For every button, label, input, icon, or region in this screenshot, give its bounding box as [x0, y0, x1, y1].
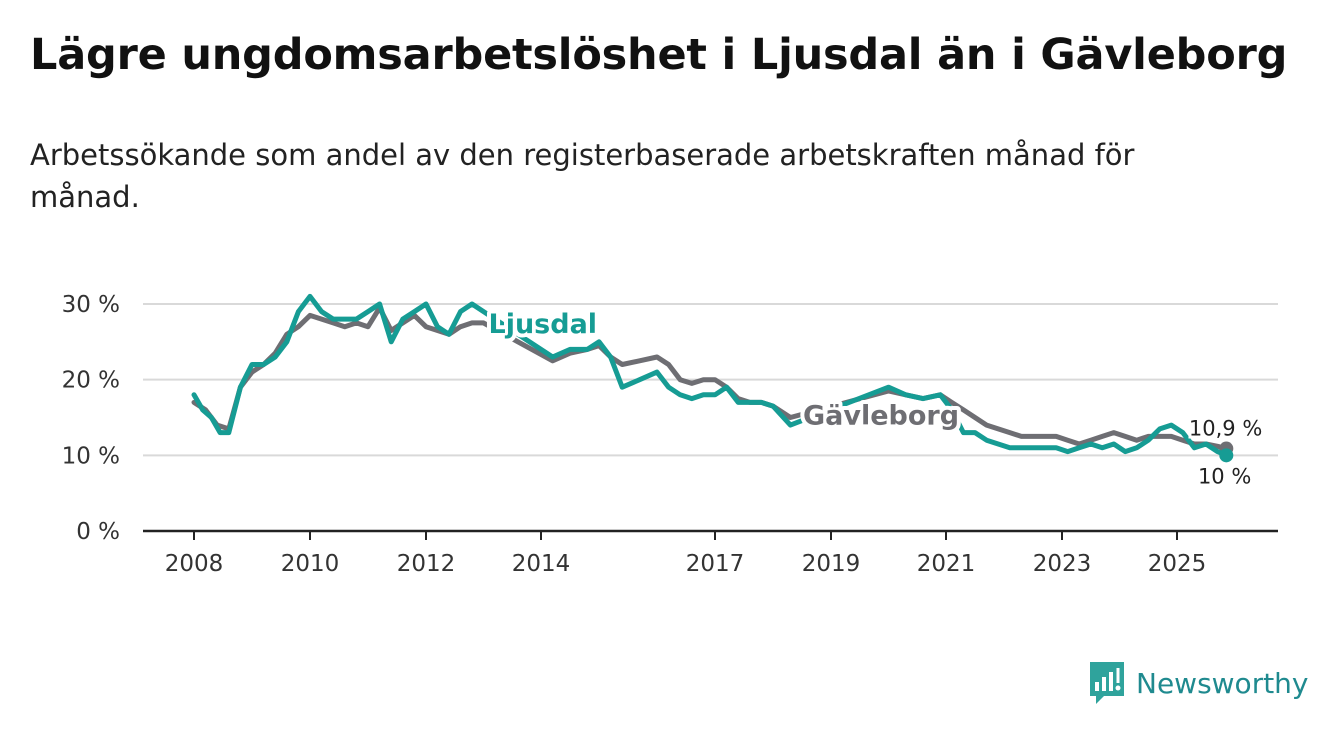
- end-label-gavleborg: 10,9 %: [1189, 417, 1262, 441]
- series-layer: [191, 293, 1234, 463]
- chart-subtitle: Arbetssökande som andel av den registerb…: [30, 138, 1135, 214]
- newsworthy-logo-icon: [1090, 662, 1124, 704]
- label-layer: Ljusdal Gävleborg 10,9 % 10 %: [485, 305, 1266, 492]
- x-tick-label: 2021: [917, 551, 976, 577]
- newsworthy-logo: Newsworthy: [1088, 660, 1309, 706]
- series-line-gavleborg: [191, 305, 1229, 451]
- x-tick-label: 2012: [397, 551, 456, 577]
- axis-layer: 0 % 10 % 20 % 30 % 2008 2010 2012 2014 2017 2019 2…: [62, 292, 1278, 577]
- y-tick-label: 10 %: [62, 443, 120, 469]
- end-point-ljusdal: [1219, 448, 1234, 463]
- x-tick-label: 2010: [281, 551, 340, 577]
- x-tick-label: 2019: [802, 551, 861, 577]
- x-tick-label: 2025: [1148, 551, 1207, 577]
- series-label-ljusdal: Ljusdal: [489, 309, 598, 340]
- x-tick-label: 2014: [512, 551, 571, 577]
- y-tick-label: 20 %: [62, 368, 120, 394]
- y-tick-label: 30 %: [62, 292, 120, 318]
- x-tick-label: 2023: [1033, 551, 1092, 577]
- x-tick-label: 2017: [686, 551, 745, 577]
- end-label-ljusdal: 10 %: [1198, 464, 1251, 488]
- brand-name: Newsworthy: [1136, 666, 1309, 700]
- y-tick-label: 0 %: [76, 519, 120, 545]
- chart-title: Lägre ungdomsarbetslöshet i Ljusdal än i…: [30, 30, 1288, 80]
- series-label-gavleborg: Gävleborg: [803, 400, 959, 431]
- series-line-ljusdal: [191, 293, 1229, 458]
- x-tick-label: 2008: [165, 551, 224, 577]
